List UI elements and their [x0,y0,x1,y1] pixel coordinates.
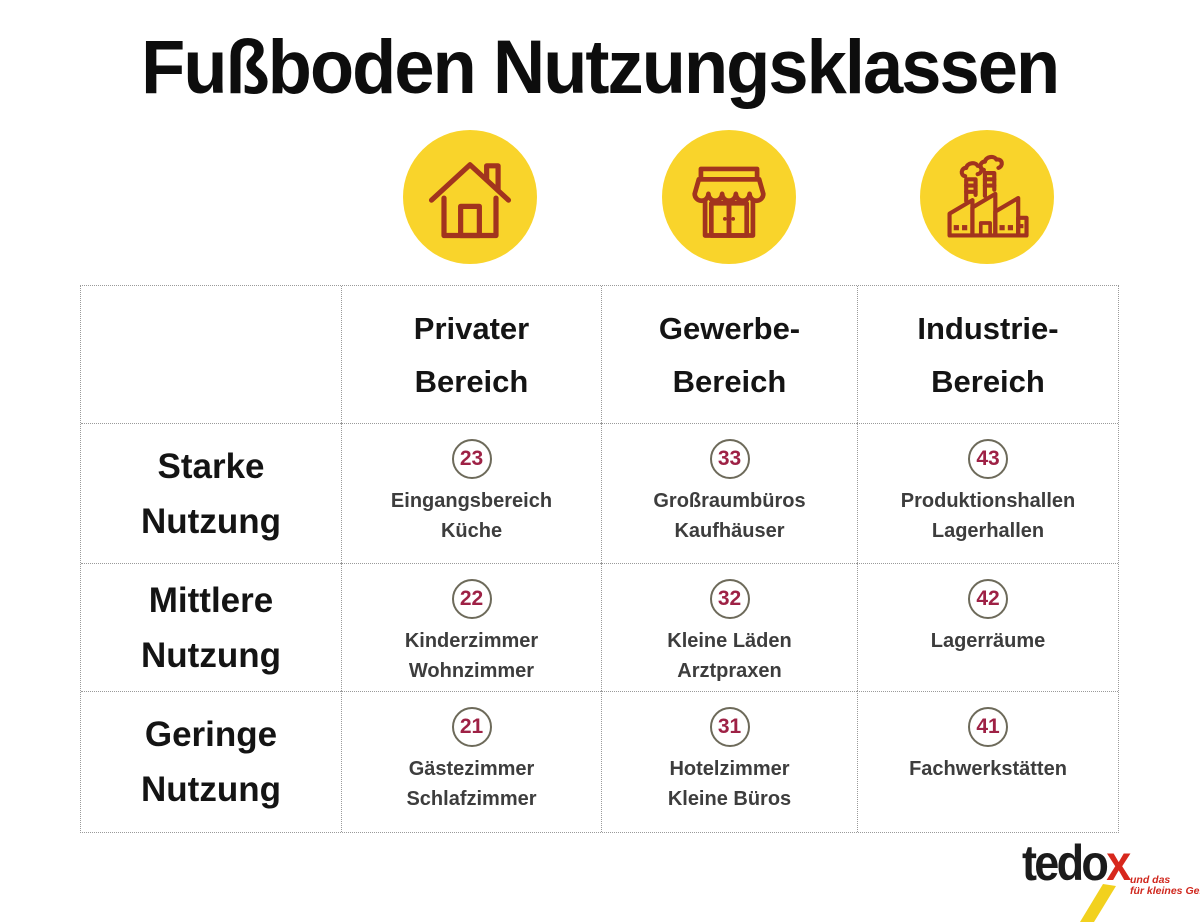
cell-class-33: 33 Großraumbüros Kaufhäuser [601,423,857,563]
cell-line: Eingangsbereich [390,490,553,512]
tagline-line: und das [1130,874,1171,886]
class-number-badge: 23 [451,439,492,479]
header-line: Bereich [414,363,529,399]
class-number-badge: 43 [968,439,1008,479]
cell-class-43: 43 Produktionshallen Lagerhallen [857,423,1118,563]
class-number-badge: 31 [709,707,750,747]
cell-line: Arztpraxen [677,660,782,682]
factory-icon [920,130,1054,264]
brand-main: tedo [1022,835,1109,891]
cell-line: Gästezimmer [408,758,535,780]
corner-cell [81,286,341,423]
header-line: Bereich [672,363,787,399]
tagline-line: für kleines Geld [1130,885,1200,897]
class-number-badge: 41 [968,707,1008,747]
page-title-text: Fußboden Nutzungsklassen [141,25,1060,110]
cell-line: Küche [440,520,503,542]
cell-line: Kaufhäuser [674,520,785,542]
factory-icon-graphic [947,154,1029,238]
shop-icon-graphic [692,166,766,238]
cell-class-31: 31 Hotelzimmer Kleine Büros [601,691,857,832]
class-number-badge: 21 [451,707,492,747]
cell-line: Schlafzimmer [406,788,537,810]
usage-class-table: Privater Bereich Gewerbe- Bereich Indust… [80,285,1119,833]
cell-line: Kinderzimmer [404,630,539,652]
row-label-line: Nutzung [141,635,281,675]
cell-class-32: 32 Kleine Läden Arztpraxen [601,563,857,691]
row-label-line: Starke [157,446,265,486]
house-icon [403,130,537,264]
cell-class-42: 42 Lagerräume [857,563,1118,691]
cell-line: Großraumbüros [653,490,806,512]
cell-class-41: 41 Fachwerkstätten [857,691,1118,832]
row-label-line: Geringe [144,715,278,754]
brand-x: x [1106,835,1131,891]
row-label-starke-nutzung: Starke Nutzung [81,423,341,563]
class-number-badge: 42 [968,579,1008,619]
cell-line: Lagerräume [930,630,1046,652]
column-header-privater-bereich: Privater Bereich [341,286,601,423]
class-number-badge: 33 [709,439,750,479]
page-title: Fußboden Nutzungsklassen [0,24,1200,111]
row-label-line: Nutzung [141,501,281,541]
logo-tagline: und das für kleines Geld [1130,875,1200,897]
class-number-badge: 22 [451,579,492,619]
header-line: Gewerbe- [658,310,801,346]
cell-line: Kleine Läden [667,630,792,652]
cell-line: Produktionshallen [900,490,1076,512]
row-label-line: Nutzung [141,770,281,809]
row-label-mittlere-nutzung: Mittlere Nutzung [81,563,341,691]
row-label-line: Mittlere [148,580,274,620]
cell-line: Wohnzimmer [408,660,535,682]
brand-text: tedox [1022,835,1131,891]
house-icon-graphic [428,162,512,239]
header-line: Privater [413,310,530,346]
header-line: Bereich [931,363,1045,399]
cell-line: Fachwerkstätten [909,758,1067,780]
shop-icon [662,130,796,264]
cell-class-21: 21 Gästezimmer Schlafzimmer [341,691,601,832]
tedox-logo: tedox und das für kleines Geld [1022,838,1200,922]
class-number-badge: 32 [709,579,750,619]
cell-line: Kleine Büros [667,788,792,810]
cell-class-23: 23 Eingangsbereich Küche [341,423,601,563]
header-line: Industrie- [917,310,1059,346]
cell-line: Lagerhallen [931,520,1045,542]
row-label-geringe-nutzung: Geringe Nutzung [81,691,341,832]
column-header-gewerbe-bereich: Gewerbe- Bereich [601,286,857,423]
column-header-industrie-bereich: Industrie- Bereich [857,286,1118,423]
cell-class-22: 22 Kinderzimmer Wohnzimmer [341,563,601,691]
cell-line: Hotelzimmer [669,758,790,780]
